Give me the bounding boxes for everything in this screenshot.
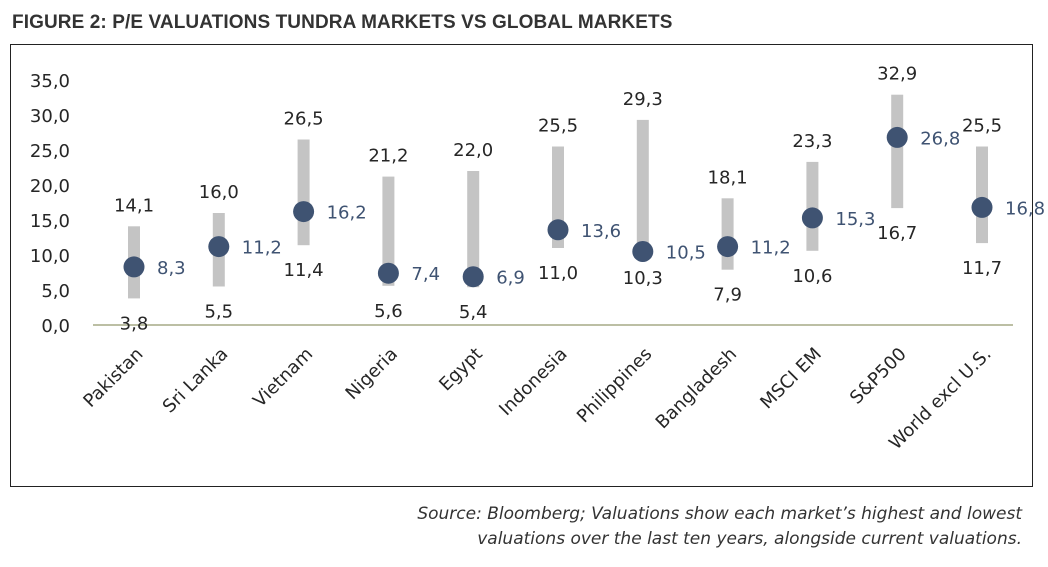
low-label-nigeria: 5,6: [374, 301, 403, 322]
y-tick-label: 15,0: [30, 211, 70, 232]
high-label-vietnam: 26,5: [284, 109, 324, 130]
current-dot-pakistan: [123, 256, 145, 278]
current-dots: [123, 126, 993, 288]
current-label-msci-em: 15,3: [835, 209, 875, 230]
y-tick-label: 30,0: [30, 106, 70, 127]
high-label-msci-em: 23,3: [792, 131, 832, 152]
current-label-bangladesh: 11,2: [751, 238, 791, 259]
figure-title: FIGURE 2: P/E VALUATIONS TUNDRA MARKETS …: [12, 12, 673, 33]
y-tick-label: 20,0: [30, 176, 70, 197]
category-label-vietnam: Vietnam: [249, 344, 317, 412]
category-label-indonesia: Indonesia: [495, 344, 571, 420]
range-bar-vietnam: [297, 139, 310, 246]
category-label-s-p500: S&P500: [846, 344, 911, 409]
category-label-pakistan: Pakistan: [79, 344, 147, 412]
low-label-s-p500: 16,7: [877, 223, 917, 244]
high-label-bangladesh: 18,1: [708, 167, 748, 188]
range-bar-bangladesh: [721, 198, 734, 270]
range-bar-world-excl-u-s: [976, 146, 988, 244]
current-dot-indonesia: [547, 219, 569, 241]
current-dot-s-p500: [886, 126, 908, 148]
category-label-nigeria: Nigeria: [342, 344, 402, 404]
value-labels: 14,1 3,8 8,3 16,0 5,5 11,2 26,5 11,4 16,2 21,2 5,6…: [114, 64, 1045, 335]
y-tick-label: 0,0: [41, 316, 70, 337]
low-label-egypt: 5,4: [459, 302, 488, 323]
category-label-egypt: Egypt: [435, 344, 487, 396]
x-axis: Pakistan Sri Lanka Vietnam Nigeria Egypt Indo…: [79, 344, 995, 454]
current-dot-sri-lanka: [208, 236, 230, 258]
source-line-1: Source: Bloomberg; Valuations show each …: [417, 504, 1022, 524]
high-label-pakistan: 14,1: [114, 195, 154, 216]
category-label-bangladesh: Bangladesh: [652, 344, 741, 433]
current-label-philippines: 10,5: [666, 243, 706, 264]
chart-frame: [10, 44, 1033, 487]
range-bar-s-p500: [891, 94, 904, 209]
high-label-indonesia: 25,5: [538, 116, 578, 137]
current-label-nigeria: 7,4: [411, 264, 440, 285]
current-label-world-excl-u-s: 16,8: [1005, 198, 1045, 219]
range-bar-nigeria: [382, 176, 395, 286]
source-line-2: valuations over the last ten years, alon…: [477, 529, 1022, 549]
source-note: Source: Bloomberg; Valuations show each …: [417, 502, 1022, 552]
category-label-sri-lanka: Sri Lanka: [159, 344, 233, 418]
y-axis: 0,0 5,0 10,0 15,0 20,0 25,0 30,0 35,0: [30, 71, 70, 337]
current-dot-world-excl-u-s: [971, 196, 993, 218]
current-label-sri-lanka: 11,2: [242, 238, 282, 259]
current-label-pakistan: 8,3: [157, 258, 186, 279]
category-label-msci-em: MSCI EM: [756, 344, 826, 414]
low-label-philippines: 10,3: [623, 268, 663, 289]
category-label-philippines: Philippines: [573, 344, 656, 427]
y-tick-label: 5,0: [41, 281, 70, 302]
range-bar-egypt: [467, 171, 480, 288]
low-label-world-excl-u-s: 11,7: [962, 258, 1002, 279]
low-label-msci-em: 10,6: [792, 266, 832, 287]
current-dot-bangladesh: [717, 236, 739, 258]
current-dot-msci-em: [801, 207, 823, 229]
high-label-philippines: 29,3: [623, 89, 663, 110]
current-label-vietnam: 16,2: [327, 203, 367, 224]
range-bar-philippines: [636, 119, 649, 253]
high-label-world-excl-u-s: 25,5: [962, 116, 1002, 137]
high-label-sri-lanka: 16,0: [199, 182, 239, 203]
low-label-indonesia: 11,0: [538, 263, 578, 284]
current-dot-vietnam: [293, 201, 315, 223]
high-label-nigeria: 21,2: [368, 146, 408, 167]
high-label-egypt: 22,0: [453, 140, 493, 161]
low-label-pakistan: 3,8: [120, 313, 149, 334]
range-bar-msci-em: [806, 161, 819, 251]
current-label-s-p500: 26,8: [920, 128, 960, 149]
current-label-egypt: 6,9: [496, 268, 525, 289]
current-dot-philippines: [632, 241, 654, 262]
y-tick-label: 25,0: [30, 141, 70, 162]
y-tick-label: 35,0: [30, 71, 70, 92]
low-label-vietnam: 11,4: [284, 260, 324, 281]
low-label-sri-lanka: 5,5: [204, 302, 233, 323]
high-label-s-p500: 32,9: [877, 64, 917, 85]
current-dot-egypt: [462, 266, 484, 288]
current-dot-nigeria: [377, 262, 399, 284]
y-tick-label: 10,0: [30, 246, 70, 267]
low-label-bangladesh: 7,9: [713, 285, 742, 306]
current-label-indonesia: 13,6: [581, 221, 621, 242]
